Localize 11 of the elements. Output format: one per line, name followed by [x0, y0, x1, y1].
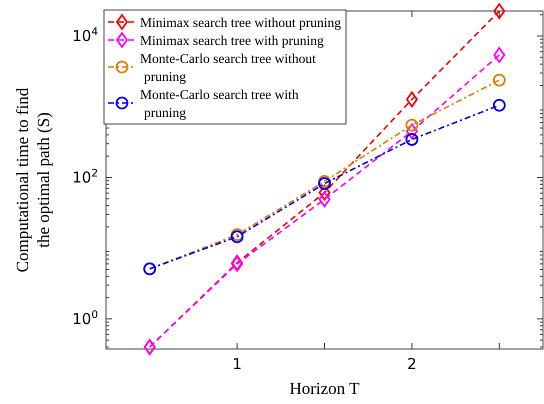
- legend-label: Monte-Carlo search tree without pruning: [140, 51, 316, 84]
- x-axis-title: Horizon T: [289, 379, 360, 398]
- y-tick-label: 10$^{4}$: [72, 26, 98, 46]
- legend-label: Minimax search tree with pruning: [140, 33, 324, 48]
- y-tick-label: 10$^{0}$: [72, 308, 98, 328]
- x-tick-label: 1: [232, 355, 242, 373]
- y-axis-title: Computational time to find the optimal path (S): [13, 87, 53, 272]
- legend-label: Minimax search tree without pruning: [140, 15, 342, 30]
- x-tick-label: 2: [407, 355, 417, 373]
- y-tick-label: 10$^{2}$: [72, 167, 98, 186]
- legend-label: Monte-Carlo search tree with pruning: [140, 87, 299, 120]
